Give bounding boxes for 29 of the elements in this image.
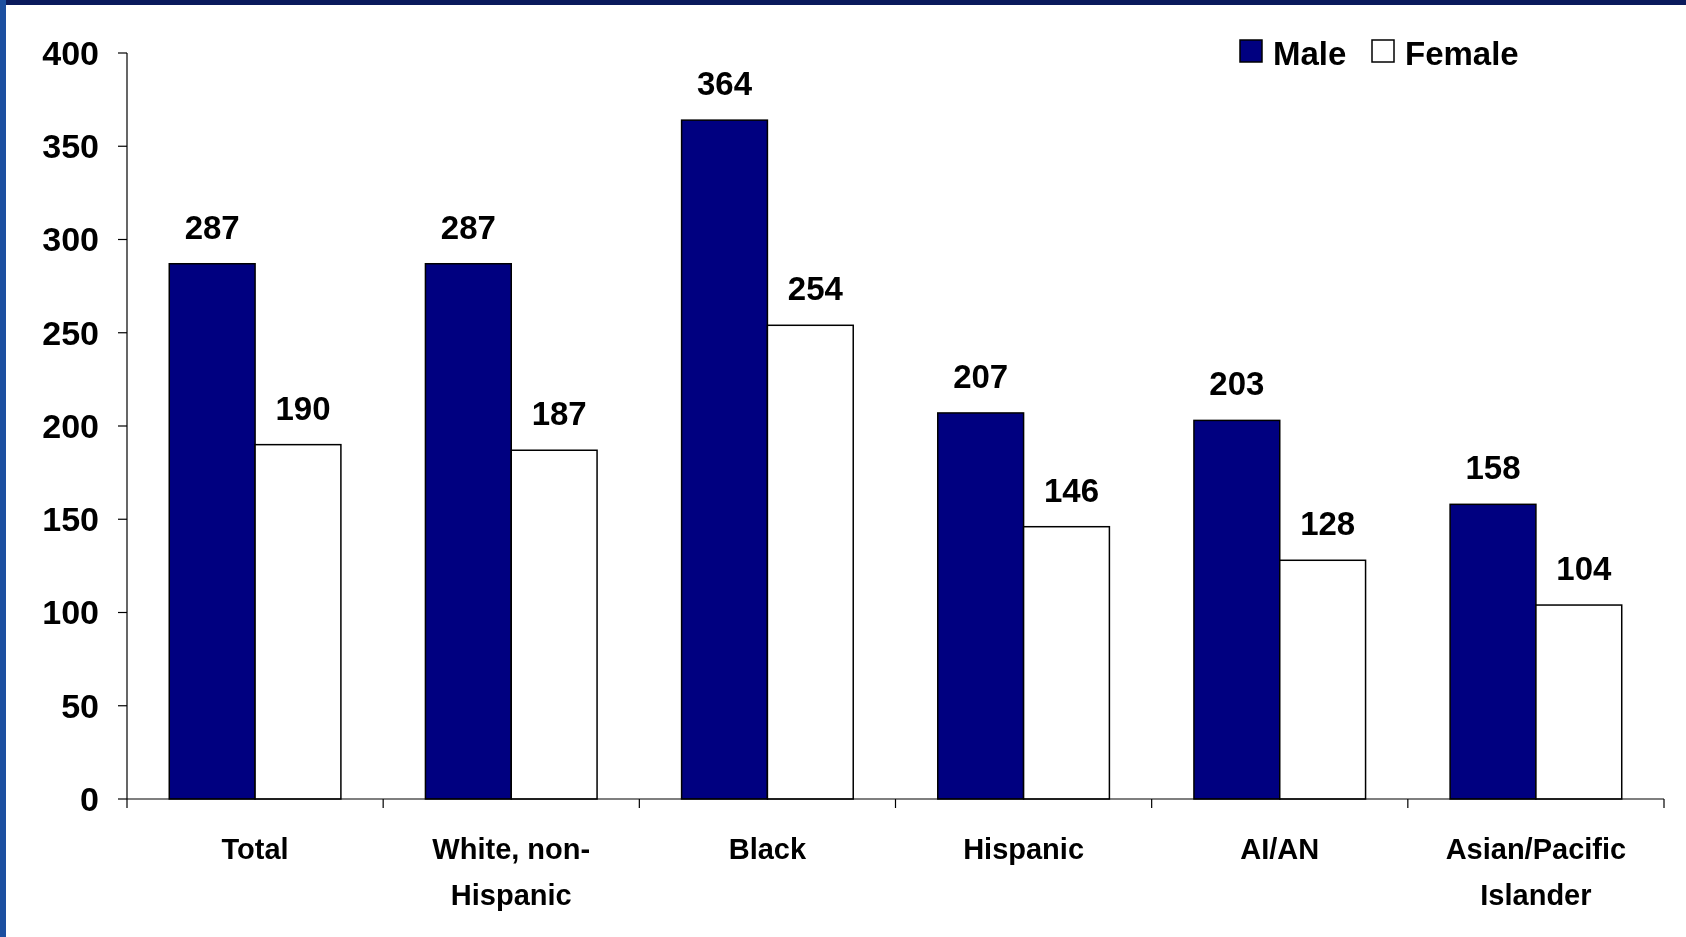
data-label: 187 <box>531 395 587 433</box>
data-label: 287 <box>184 208 240 246</box>
data-label: 254 <box>787 270 844 308</box>
x-tick-label: Asian/Pacific Islander <box>1445 833 1627 911</box>
data-label: 128 <box>1300 505 1356 543</box>
y-tick-label: 400 <box>42 33 99 72</box>
y-tick-label: 300 <box>42 220 99 259</box>
y-tick-label: 50 <box>61 686 99 725</box>
x-tick-label: White, non-Hispanic <box>432 833 591 911</box>
data-label: 190 <box>275 389 331 427</box>
data-label: 104 <box>1556 550 1612 588</box>
x-tick-label: Hispanic <box>963 833 1085 865</box>
x-tick-label: Total <box>221 833 289 865</box>
y-tick-label: 0 <box>80 779 99 818</box>
x-tick-label: Black <box>728 833 807 865</box>
x-tick-label: AI/AN <box>1240 833 1320 865</box>
data-label: 158 <box>1465 449 1521 487</box>
y-tick-label: 250 <box>42 313 99 352</box>
y-tick-label: 150 <box>42 500 99 539</box>
y-tick-label: 100 <box>42 593 99 632</box>
legend-label: Female <box>1405 34 1519 72</box>
y-tick-label: 200 <box>42 406 99 445</box>
data-label: 364 <box>696 65 753 103</box>
y-tick-label: 350 <box>42 127 99 166</box>
data-label: 146 <box>1043 471 1100 509</box>
data-label: 203 <box>1209 365 1265 403</box>
legend-label: Male <box>1273 34 1347 72</box>
data-label: 207 <box>953 357 1009 395</box>
data-label: 287 <box>440 208 496 246</box>
